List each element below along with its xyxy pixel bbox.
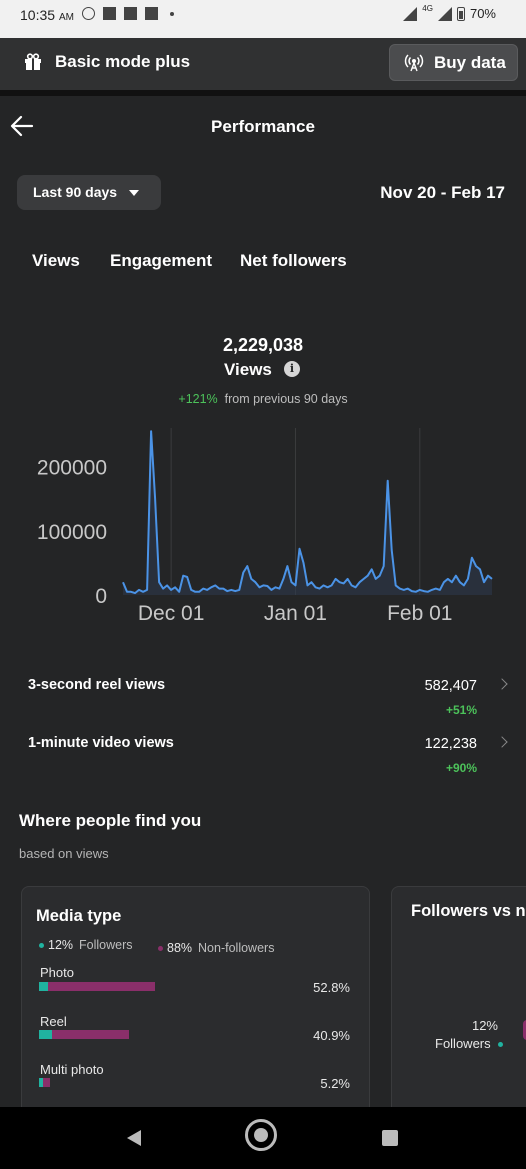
- nav-back-icon[interactable]: [127, 1130, 141, 1146]
- followers-dot: [39, 943, 44, 949]
- stat-1min-video-views-change: +90%: [445, 761, 477, 775]
- media-type-bar: [39, 982, 156, 991]
- stat-1min-video-views-label[interactable]: 1-minute video views: [28, 735, 174, 751]
- change-note: from previous 90 days: [224, 392, 348, 406]
- info-icon[interactable]: i: [284, 361, 300, 377]
- nav-home-icon[interactable]: [245, 1119, 277, 1151]
- followers-vs-non-card[interactable]: Followers vs no 12% Followers: [391, 886, 526, 1126]
- stat-3s-reel-views-label[interactable]: 3-second reel views: [28, 677, 166, 693]
- basic-mode-label: Basic mode plus: [55, 52, 191, 71]
- caret-down-icon: [129, 190, 139, 196]
- notification-icon: [124, 7, 137, 20]
- chevron-right-icon[interactable]: [496, 736, 508, 748]
- notification-icon: [145, 7, 158, 20]
- y-tick-label: 0: [95, 585, 107, 608]
- views-line-chart: 200000 100000 0 Dec 01 Jan 01 Feb 01: [37, 428, 493, 625]
- media-type-label: Multi photo: [40, 1062, 104, 1077]
- donut-chart-edge: [523, 1020, 526, 1040]
- tab-net-followers[interactable]: Net followers: [240, 251, 347, 270]
- date-range-dropdown[interactable]: Last 90 days: [17, 175, 161, 210]
- notification-icons: [82, 7, 174, 20]
- card-title: Media type: [36, 907, 122, 925]
- divider: [0, 90, 526, 96]
- buy-data-label: Buy data: [434, 53, 506, 72]
- wifi-signal-icon: [403, 6, 418, 21]
- tab-engagement[interactable]: Engagement: [110, 251, 213, 270]
- section-subtitle: based on views: [19, 846, 109, 861]
- followers-dot: [498, 1042, 504, 1048]
- views-series-line: [122, 430, 493, 595]
- change-percent: +121%: [178, 392, 218, 406]
- status-time: 10:35 AM: [20, 7, 74, 23]
- broadcast-icon: [404, 54, 424, 72]
- buy-data-button[interactable]: Buy data: [389, 44, 518, 81]
- battery-level: 70%: [469, 6, 496, 21]
- card-title: Followers vs no: [411, 902, 526, 920]
- legend-non-followers: 88% Non-followers: [158, 941, 274, 955]
- legend-followers: 12% Followers: [39, 938, 133, 952]
- stat-1min-video-views-value: 122,238: [424, 736, 477, 752]
- media-type-percent: 40.9%: [313, 1028, 350, 1043]
- nav-recents-icon[interactable]: [382, 1130, 398, 1146]
- metric-label: Views: [224, 360, 272, 379]
- followers-percent: 12%: [471, 1018, 498, 1033]
- gift-icon: [25, 53, 41, 70]
- media-type-bar: [39, 1030, 129, 1039]
- followers-label: Followers: [435, 1036, 504, 1051]
- stat-3s-reel-views-value: 582,407: [424, 678, 477, 694]
- status-bar: 10:35 AM 4G 70%: [0, 0, 526, 38]
- date-range-text: Nov 20 - Feb 17: [380, 183, 505, 202]
- tab-views[interactable]: Views: [32, 251, 80, 270]
- system-nav-bar: [0, 1107, 526, 1169]
- x-tick-label: Jan 01: [264, 602, 327, 625]
- chevron-right-icon[interactable]: [496, 678, 508, 690]
- non-followers-dot: [158, 946, 163, 952]
- network-type: 4G: [422, 4, 433, 13]
- section-title: Where people find you: [19, 811, 202, 830]
- notification-icon: [103, 7, 116, 20]
- battery-icon: [456, 6, 465, 21]
- chart-area: [123, 431, 492, 595]
- media-type-bar: [39, 1078, 51, 1087]
- change-summary: +121% from previous 90 days: [0, 392, 526, 406]
- media-type-percent: 5.2%: [320, 1076, 350, 1091]
- system-status: 4G 70%: [403, 4, 496, 21]
- total-views: 2,229,038: [222, 335, 304, 355]
- media-type-percent: 52.8%: [313, 980, 350, 995]
- stat-3s-reel-views-change: +51%: [445, 703, 477, 717]
- x-tick-label: Feb 01: [387, 602, 452, 625]
- basic-mode-bar: Basic mode plus Buy data: [0, 38, 526, 90]
- page-title: Performance: [211, 117, 315, 136]
- y-tick-label: 100000: [37, 521, 107, 544]
- media-type-label: Reel: [40, 1014, 67, 1029]
- more-notifications-icon: [170, 11, 174, 16]
- y-tick-label: 200000: [37, 457, 107, 480]
- media-type-label: Photo: [40, 965, 74, 980]
- x-tick-label: Dec 01: [138, 602, 205, 625]
- cell-signal-icon: [437, 6, 452, 21]
- media-type-card[interactable]: Media type 12% Followers 88% Non-followers…: [21, 886, 370, 1126]
- date-range-dropdown-label: Last 90 days: [33, 184, 118, 200]
- back-arrow-icon[interactable]: [8, 112, 36, 140]
- whatsapp-icon: [82, 7, 95, 20]
